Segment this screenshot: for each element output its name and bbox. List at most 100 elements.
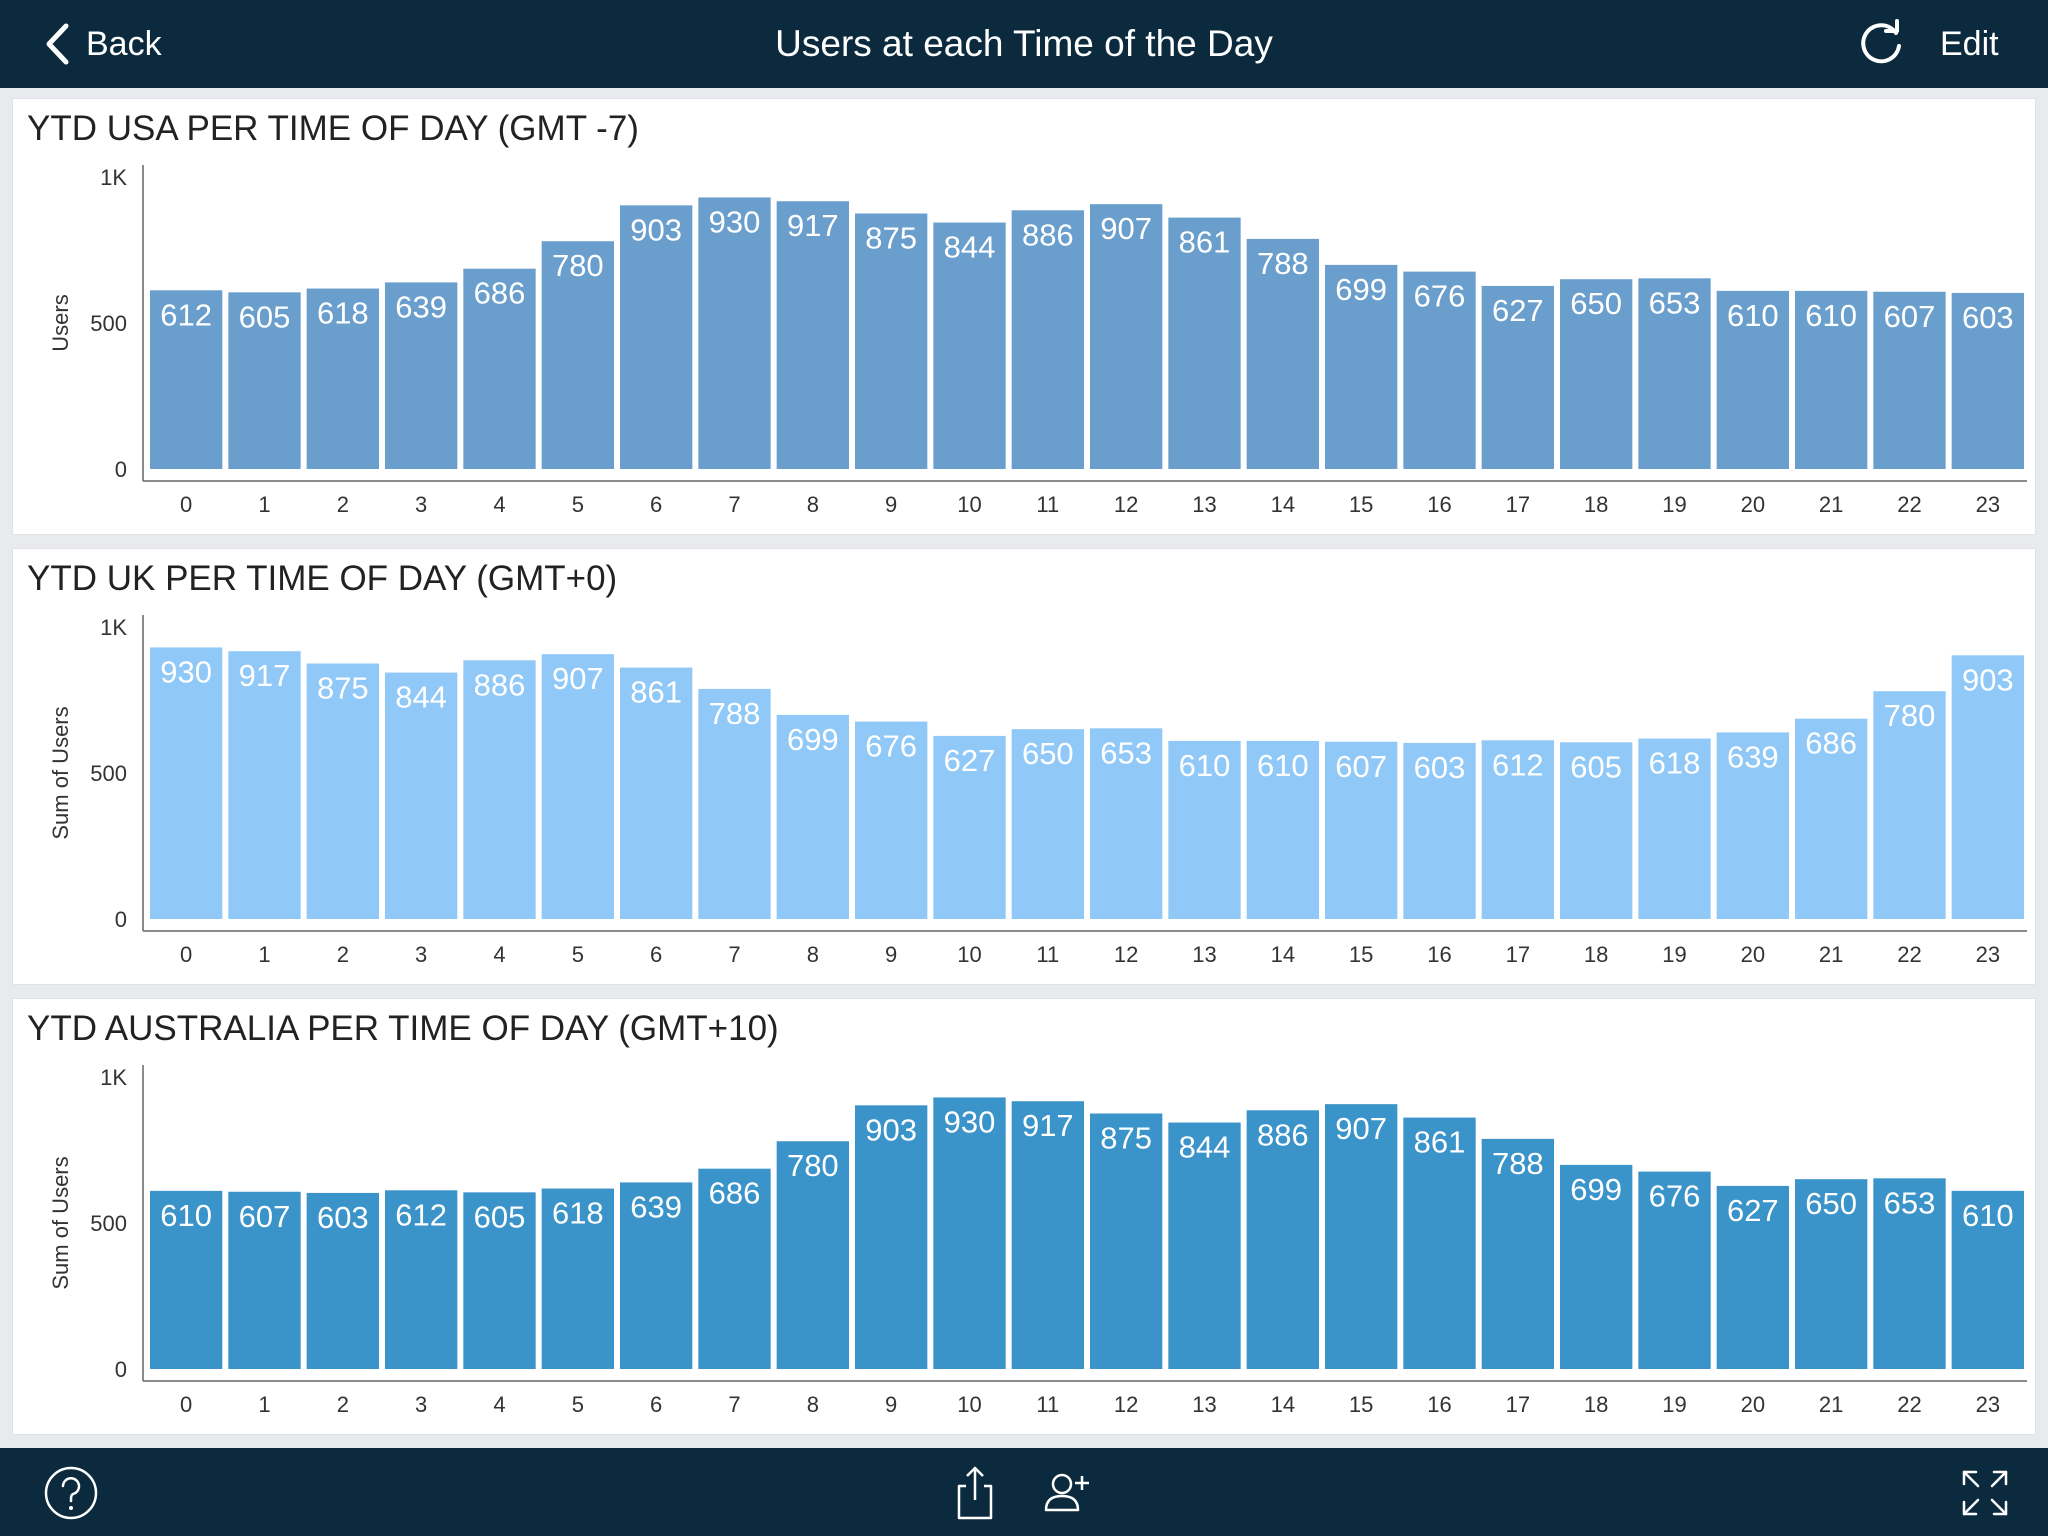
add-user-button[interactable] [1038,1464,1096,1522]
y-axis-title: Users [48,294,73,351]
bar-data-label: 627 [1727,1193,1779,1228]
bar [1560,1164,1633,1369]
bar-data-label: 676 [1414,279,1466,314]
bar-data-label: 650 [1805,1186,1857,1221]
bar-data-label: 653 [1884,1185,1936,1220]
bar [150,1190,223,1369]
bar [1638,278,1711,469]
bar [620,667,693,919]
bar [698,688,771,919]
bar [698,197,771,469]
bar-data-label: 780 [1884,698,1936,733]
x-tick-label: 14 [1271,1392,1295,1417]
bar [855,1105,928,1369]
bar-data-label: 686 [709,1176,761,1211]
bar-data-label: 639 [395,289,447,324]
x-tick-label: 2 [337,1392,349,1417]
bar-data-label: 686 [474,276,526,311]
bar-data-label: 639 [1727,739,1779,774]
x-tick-label: 5 [572,492,584,517]
bar [463,268,536,469]
bar [1011,210,1084,469]
bar-data-label: 886 [1022,217,1074,252]
bar-data-label: 875 [865,221,917,256]
x-tick-label: 8 [807,942,819,967]
bar [1795,1179,1868,1369]
top-navigation-bar: Back Users at each Time of the Day Edit [0,0,2048,88]
bar-data-label: 618 [552,1196,604,1231]
help-icon [44,1466,98,1520]
refresh-button[interactable] [1856,19,1906,69]
y-tick-label: 0 [115,457,127,482]
bar [228,292,301,469]
y-tick-label: 1K [100,165,127,190]
bar [1795,290,1868,469]
x-tick-label: 18 [1584,942,1608,967]
y-tick-label: 500 [90,311,127,336]
x-tick-label: 23 [1976,942,2000,967]
bar-data-label: 699 [1335,272,1387,307]
x-tick-label: 4 [493,942,505,967]
y-axis-title: Sum of Users [48,1156,73,1289]
chart-title: YTD AUSTRALIA PER TIME OF DAY (GMT+10) [27,1009,779,1048]
bar [933,735,1006,919]
y-tick-label: 1K [100,615,127,640]
bar-data-label: 907 [1100,211,1152,246]
bar-data-label: 607 [1335,749,1387,784]
x-tick-label: 18 [1584,1392,1608,1417]
x-tick-label: 19 [1662,1392,1686,1417]
bar-data-label: 917 [1022,1108,1074,1143]
bar [1638,738,1711,919]
bar-data-label: 903 [630,212,682,247]
bar [385,282,458,469]
x-tick-label: 3 [415,492,427,517]
y-tick-label: 500 [90,761,127,786]
x-tick-label: 22 [1897,492,1921,517]
bar [541,241,614,469]
y-axis-title: Sum of Users [48,706,73,839]
x-tick-label: 16 [1427,1392,1451,1417]
bar-data-label: 907 [552,661,604,696]
bar [385,1190,458,1369]
bar-data-label: 676 [865,729,917,764]
bar-data-label: 930 [709,204,761,239]
bar-data-label: 780 [787,1148,839,1183]
x-tick-label: 17 [1506,492,1530,517]
help-button[interactable] [42,1464,100,1522]
x-tick-label: 9 [885,492,897,517]
x-tick-label: 5 [572,942,584,967]
x-tick-label: 13 [1192,1392,1216,1417]
bar [541,1188,614,1369]
bar [776,714,849,919]
bar [1716,732,1789,919]
chevron-left-icon [46,23,69,65]
x-tick-label: 14 [1271,942,1295,967]
bar-data-label: 627 [1492,293,1544,328]
x-tick-label: 9 [885,1392,897,1417]
x-tick-label: 7 [728,1392,740,1417]
bar-data-label: 605 [474,1199,526,1234]
bar [698,1168,771,1369]
bar-data-label: 676 [1649,1179,1701,1214]
bar-data-label: 618 [1649,746,1701,781]
x-tick-label: 4 [493,1392,505,1417]
x-tick-label: 6 [650,492,662,517]
bar [1481,285,1554,469]
x-tick-label: 11 [1036,1392,1059,1417]
back-button[interactable]: Back [44,18,162,70]
bar-data-label: 788 [709,696,761,731]
x-tick-label: 5 [572,1392,584,1417]
edit-button[interactable]: Edit [1940,24,1999,63]
add-user-icon [1044,1473,1089,1512]
x-tick-label: 13 [1192,492,1216,517]
bar-data-label: 875 [1100,1121,1152,1156]
fullscreen-button[interactable] [1956,1464,2014,1522]
bar-data-label: 788 [1257,246,1309,281]
x-tick-label: 2 [337,492,349,517]
x-tick-label: 0 [180,492,192,517]
share-button[interactable] [946,1464,1004,1522]
bar [1011,729,1084,919]
bar-data-label: 861 [1414,1125,1466,1160]
bar [1560,279,1633,469]
x-tick-label: 1 [258,942,270,967]
